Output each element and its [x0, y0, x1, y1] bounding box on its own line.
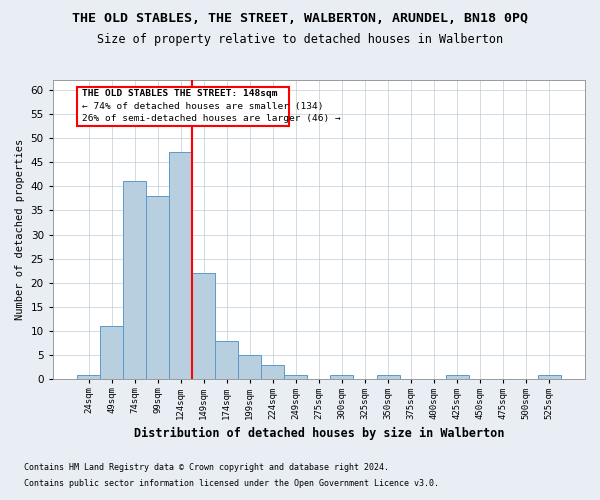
Text: ← 74% of detached houses are smaller (134): ← 74% of detached houses are smaller (13…: [82, 102, 323, 110]
Bar: [262, 365, 284, 380]
Text: 26% of semi-detached houses are larger (46) →: 26% of semi-detached houses are larger (…: [82, 114, 340, 123]
Bar: [169, 152, 192, 380]
Bar: [192, 273, 215, 380]
Bar: [123, 182, 146, 380]
Text: Size of property relative to detached houses in Walberton: Size of property relative to detached ho…: [97, 32, 503, 46]
X-axis label: Distribution of detached houses by size in Walberton: Distribution of detached houses by size …: [134, 427, 504, 440]
Bar: [146, 196, 169, 380]
Bar: [77, 374, 100, 380]
Bar: [77, 87, 289, 126]
Text: THE OLD STABLES THE STREET: 148sqm: THE OLD STABLES THE STREET: 148sqm: [82, 89, 277, 98]
Bar: [215, 340, 238, 380]
Y-axis label: Number of detached properties: Number of detached properties: [15, 139, 25, 320]
Bar: [538, 374, 561, 380]
Bar: [284, 374, 307, 380]
Bar: [100, 326, 123, 380]
Bar: [238, 355, 262, 380]
Bar: [446, 374, 469, 380]
Text: THE OLD STABLES, THE STREET, WALBERTON, ARUNDEL, BN18 0PQ: THE OLD STABLES, THE STREET, WALBERTON, …: [72, 12, 528, 26]
Bar: [331, 374, 353, 380]
Text: Contains public sector information licensed under the Open Government Licence v3: Contains public sector information licen…: [24, 478, 439, 488]
Text: Contains HM Land Registry data © Crown copyright and database right 2024.: Contains HM Land Registry data © Crown c…: [24, 464, 389, 472]
Bar: [377, 374, 400, 380]
